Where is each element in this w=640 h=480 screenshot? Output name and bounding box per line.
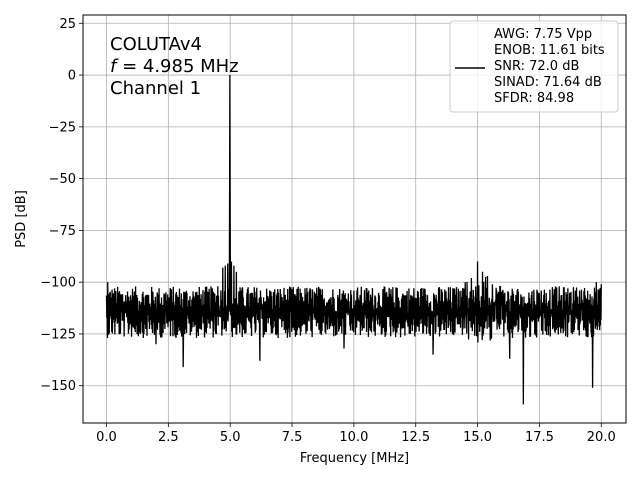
y-tick-label: −50 xyxy=(49,172,76,187)
y-axis-label: PSD [dB] xyxy=(14,190,29,248)
x-tick-label: 5.0 xyxy=(220,430,241,445)
plot-frame xyxy=(82,14,627,424)
y-tick-label: −125 xyxy=(40,327,76,342)
legend-box xyxy=(449,20,619,113)
annotation-device: COLUTAv4 xyxy=(110,34,202,55)
legend-entry: SFDR: 84.98 xyxy=(494,91,574,106)
x-tick-label: 17.5 xyxy=(525,430,554,445)
annotation-text: COLUTAv4 f = 4.985 MHz Channel 1 xyxy=(110,34,239,99)
x-tick-label: 2.5 xyxy=(158,430,179,445)
psd-series-line xyxy=(105,75,602,405)
legend-entry: AWG: 7.75 Vpp xyxy=(494,27,592,42)
x-tick-label: 15.0 xyxy=(463,430,492,445)
x-axis-label: Frequency [MHz] xyxy=(300,451,409,466)
annotation-channel: Channel 1 xyxy=(110,78,201,99)
y-axis: 25 0 −25 −50 −75 −100 −125 −150 xyxy=(40,17,83,394)
y-tick-label: 25 xyxy=(59,17,76,32)
legend-entry: SINAD: 71.64 dB xyxy=(494,75,602,90)
x-tick-label: 10.0 xyxy=(339,430,368,445)
y-tick-label: −75 xyxy=(49,224,76,239)
x-tick-label: 0.0 xyxy=(96,430,117,445)
x-axis: 0.0 2.5 5.0 7.5 10.0 12.5 15.0 17.5 20.0 xyxy=(96,423,616,445)
annotation-frequency-var: f xyxy=(110,56,119,77)
y-tick-label: −150 xyxy=(40,379,76,394)
legend-entry: SNR: 72.0 dB xyxy=(494,59,579,74)
x-tick-label: 20.0 xyxy=(587,430,616,445)
annotation-frequency: f = 4.985 MHz xyxy=(110,56,239,77)
plot-area xyxy=(105,75,602,405)
annotation-frequency-value: = 4.985 MHz xyxy=(116,56,238,77)
x-tick-label: 7.5 xyxy=(282,430,303,445)
x-tick-label: 12.5 xyxy=(401,430,430,445)
y-tick-label: −100 xyxy=(40,276,76,291)
y-tick-label: −25 xyxy=(49,120,76,135)
y-tick-label: 0 xyxy=(68,69,76,84)
legend-entry: ENOB: 11.61 bits xyxy=(494,43,605,58)
